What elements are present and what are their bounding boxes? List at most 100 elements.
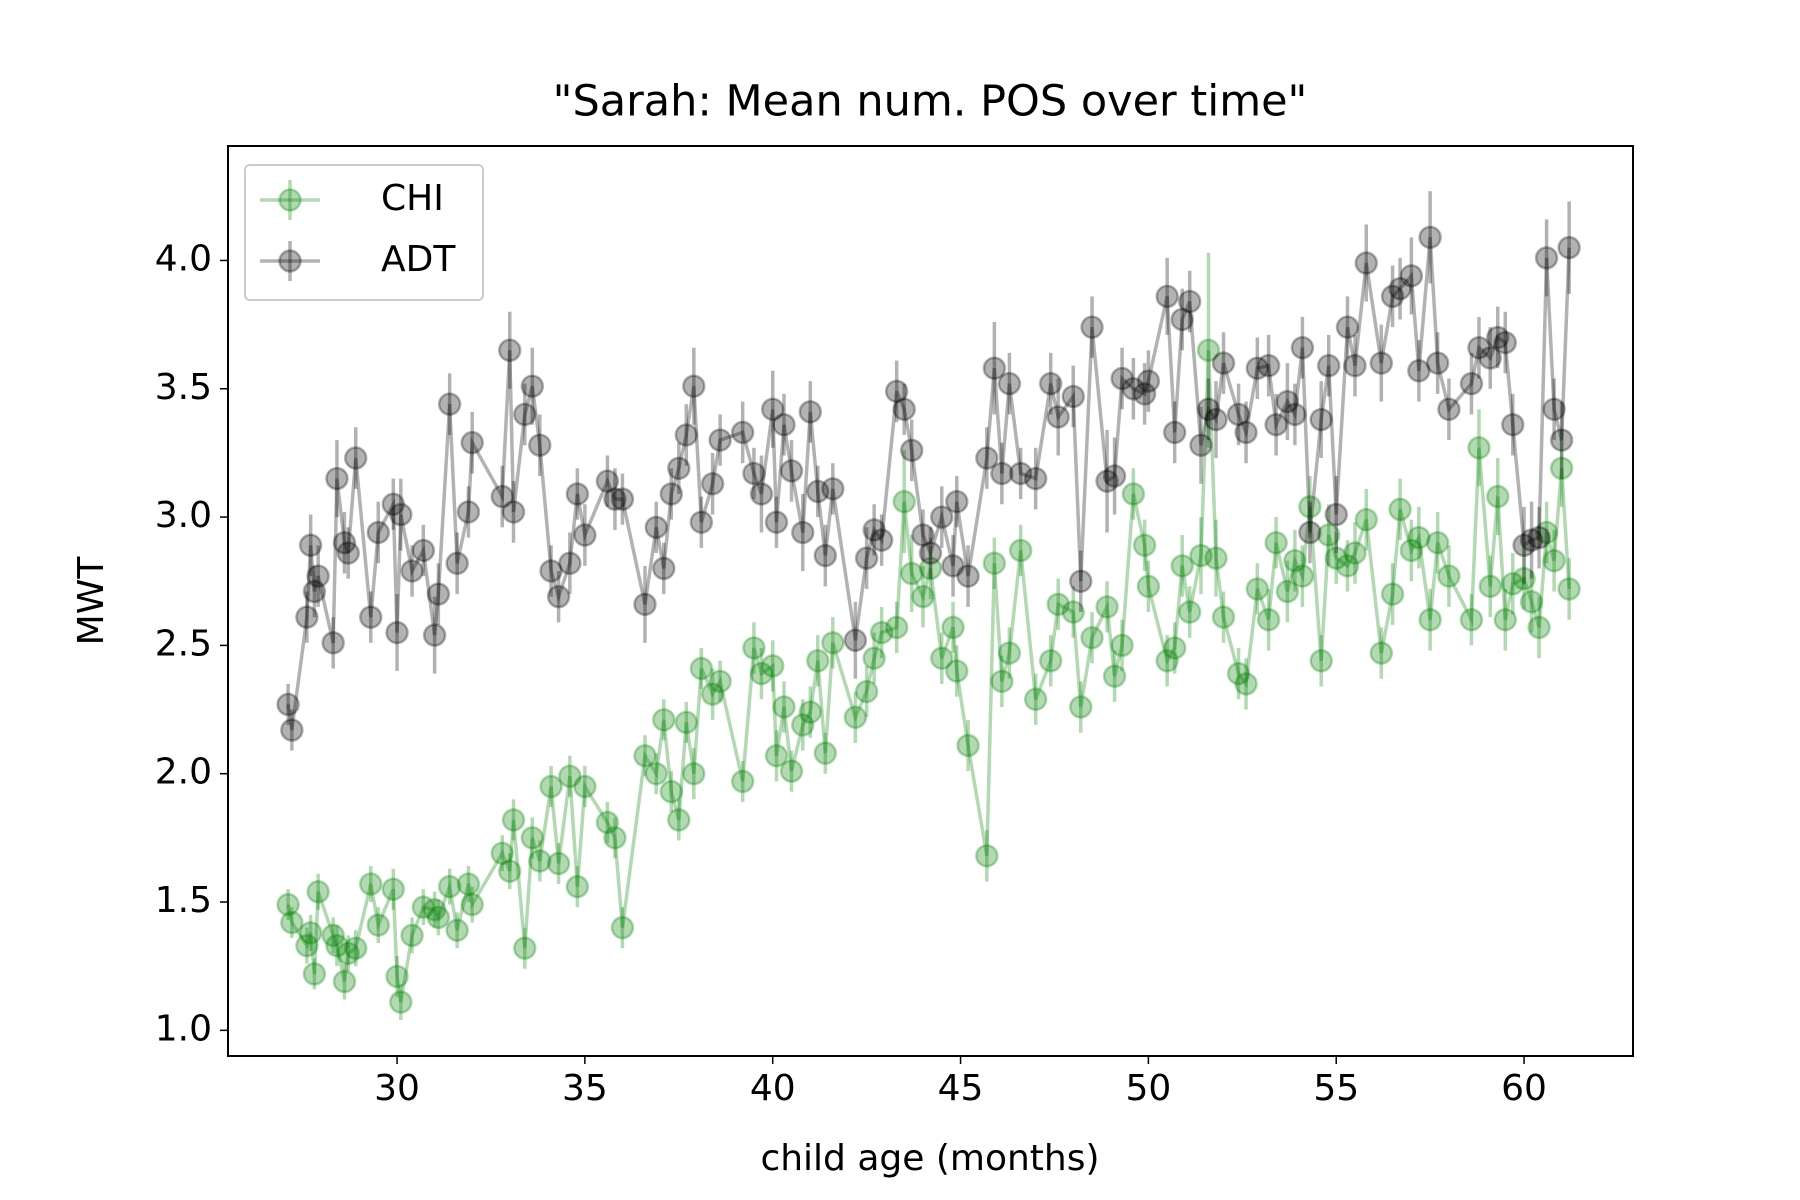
marker xyxy=(700,682,725,706)
legend-label: CHI xyxy=(381,178,444,219)
marker xyxy=(298,533,323,558)
marker xyxy=(1069,569,1093,593)
marker xyxy=(806,479,830,504)
marker xyxy=(682,374,706,398)
marker xyxy=(730,769,755,794)
marker xyxy=(1388,276,1412,301)
marker xyxy=(1437,397,1461,422)
marker xyxy=(1316,523,1341,547)
marker xyxy=(295,933,319,958)
marker xyxy=(813,741,838,765)
marker xyxy=(603,487,627,511)
marker xyxy=(1324,546,1348,570)
marker xyxy=(400,923,424,948)
marker xyxy=(659,482,684,506)
marker xyxy=(1486,484,1510,509)
marker xyxy=(1309,649,1333,673)
x-tick-label: 35 xyxy=(562,1068,608,1109)
marker xyxy=(760,397,785,422)
marker xyxy=(1478,346,1502,370)
marker xyxy=(708,669,732,694)
y-tick-label: 1.0 xyxy=(155,1008,212,1049)
marker xyxy=(1290,564,1315,588)
marker xyxy=(1008,461,1033,486)
marker xyxy=(1132,382,1157,406)
marker xyxy=(359,872,383,896)
marker xyxy=(892,489,916,514)
marker xyxy=(422,897,447,922)
marker xyxy=(1459,607,1484,632)
marker xyxy=(366,913,391,937)
marker xyxy=(1061,384,1086,409)
marker xyxy=(437,392,462,416)
marker xyxy=(546,584,571,609)
marker xyxy=(1354,507,1379,532)
marker xyxy=(1256,353,1281,378)
marker xyxy=(667,456,691,481)
marker xyxy=(595,469,620,493)
marker xyxy=(633,592,657,617)
marker xyxy=(652,556,676,581)
marker xyxy=(1549,428,1574,452)
marker xyxy=(821,477,845,501)
marker xyxy=(336,541,360,565)
marker xyxy=(1407,359,1431,383)
marker xyxy=(945,489,969,514)
marker xyxy=(956,733,980,758)
marker xyxy=(1204,407,1228,432)
marker xyxy=(1283,548,1307,573)
marker xyxy=(1467,436,1491,460)
marker xyxy=(772,412,796,437)
marker xyxy=(1069,695,1093,719)
marker xyxy=(520,826,545,850)
marker xyxy=(869,528,894,552)
marker xyxy=(1204,546,1228,570)
y-tick-label: 3.5 xyxy=(155,367,212,408)
marker xyxy=(595,810,620,835)
marker xyxy=(1046,592,1070,617)
marker xyxy=(1501,412,1525,437)
marker xyxy=(298,921,323,945)
marker xyxy=(343,936,368,960)
marker xyxy=(1493,330,1518,355)
marker xyxy=(975,844,999,868)
marker xyxy=(1102,664,1127,688)
marker xyxy=(1162,636,1187,660)
marker xyxy=(1283,402,1307,427)
marker xyxy=(513,402,537,427)
marker xyxy=(1298,495,1322,519)
marker xyxy=(1557,235,1581,260)
marker xyxy=(1542,397,1566,422)
marker xyxy=(813,543,838,568)
marker xyxy=(603,826,627,850)
marker xyxy=(682,761,706,786)
x-tick-label: 50 xyxy=(1125,1068,1171,1109)
y-tick-label: 4.0 xyxy=(155,238,212,279)
marker xyxy=(652,708,676,732)
marker xyxy=(1121,482,1146,506)
x-tick-label: 30 xyxy=(374,1068,420,1109)
marker xyxy=(659,779,684,804)
marker xyxy=(426,905,451,930)
marker xyxy=(1136,574,1161,599)
marker xyxy=(1155,284,1179,309)
marker xyxy=(1264,412,1288,437)
marker xyxy=(1316,353,1341,378)
marker xyxy=(1038,649,1063,673)
marker xyxy=(911,523,935,547)
marker xyxy=(930,646,954,670)
marker xyxy=(749,661,774,686)
marker xyxy=(1061,600,1086,624)
marker xyxy=(708,428,732,452)
marker xyxy=(422,623,447,647)
plot-frame xyxy=(227,145,1634,1057)
y-tick-label: 2.0 xyxy=(155,752,212,793)
marker xyxy=(1519,590,1544,614)
marker xyxy=(1211,605,1236,629)
marker xyxy=(667,808,691,832)
marker xyxy=(854,679,879,704)
x-axis-label: child age (months) xyxy=(760,1138,1099,1179)
marker xyxy=(1425,351,1450,375)
marker xyxy=(1264,530,1288,555)
